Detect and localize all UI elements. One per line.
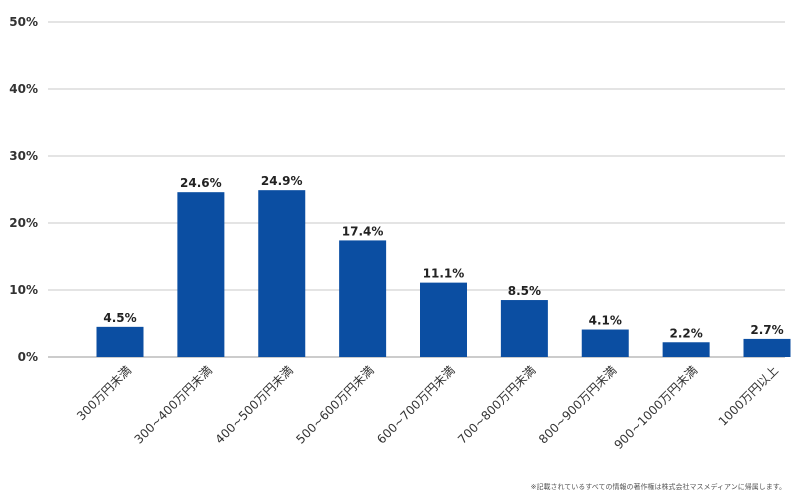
bar	[500, 300, 548, 357]
x-tick-label: 400~500万円未満	[213, 363, 296, 446]
x-axis-ticks: 300万円未満300~400万円未満400~500万円未満500~600万円未満…	[74, 363, 781, 452]
data-label: 11.1%	[423, 267, 465, 281]
copyright-footnote: ※記載されているすべての情報の著作権は株式会社マスメディアンに帰属します。	[530, 483, 786, 491]
x-tick-label: 300~400万円未満	[132, 363, 215, 446]
bar	[339, 240, 387, 357]
data-label: 17.4%	[342, 224, 384, 238]
y-axis-ticks: 0% 10% 20% 30% 40% 50%	[9, 15, 38, 364]
bar	[743, 338, 791, 357]
y-tick-label: 10%	[9, 283, 38, 297]
data-label: 8.5%	[508, 284, 541, 298]
x-tick-label: 700~800万円未満	[455, 363, 538, 446]
data-label: 2.7%	[750, 323, 783, 337]
bar	[662, 342, 710, 357]
data-labels: 4.5% 24.6% 24.9% 17.4% 11.1% 8.5% 4.1% 2.2% 2.7%	[103, 174, 783, 340]
bar	[177, 192, 225, 357]
bars	[96, 190, 791, 357]
x-tick-label: 300万円未満	[74, 363, 134, 423]
x-tick-label: 1000万円以上	[716, 363, 781, 428]
data-label: 4.1%	[589, 314, 622, 328]
x-tick-label: 500~600万円未満	[293, 363, 376, 446]
x-tick-label: 600~700万円未満	[374, 363, 457, 446]
y-tick-label: 20%	[9, 216, 38, 230]
y-tick-label: 30%	[9, 149, 38, 163]
bar	[96, 326, 144, 357]
y-tick-label: 0%	[18, 350, 38, 364]
data-label: 2.2%	[669, 326, 702, 340]
grid-lines	[48, 21, 785, 358]
data-label: 24.9%	[261, 174, 303, 188]
y-tick-label: 50%	[9, 15, 38, 29]
x-tick-label: 900~1000万円未満	[612, 363, 701, 452]
x-tick-label: 800~900万円未満	[536, 363, 619, 446]
y-tick-label: 40%	[9, 82, 38, 96]
bar	[258, 190, 306, 357]
data-label: 4.5%	[103, 311, 136, 325]
bar	[420, 282, 467, 357]
data-label: 24.6%	[180, 176, 222, 190]
bar	[581, 329, 629, 357]
